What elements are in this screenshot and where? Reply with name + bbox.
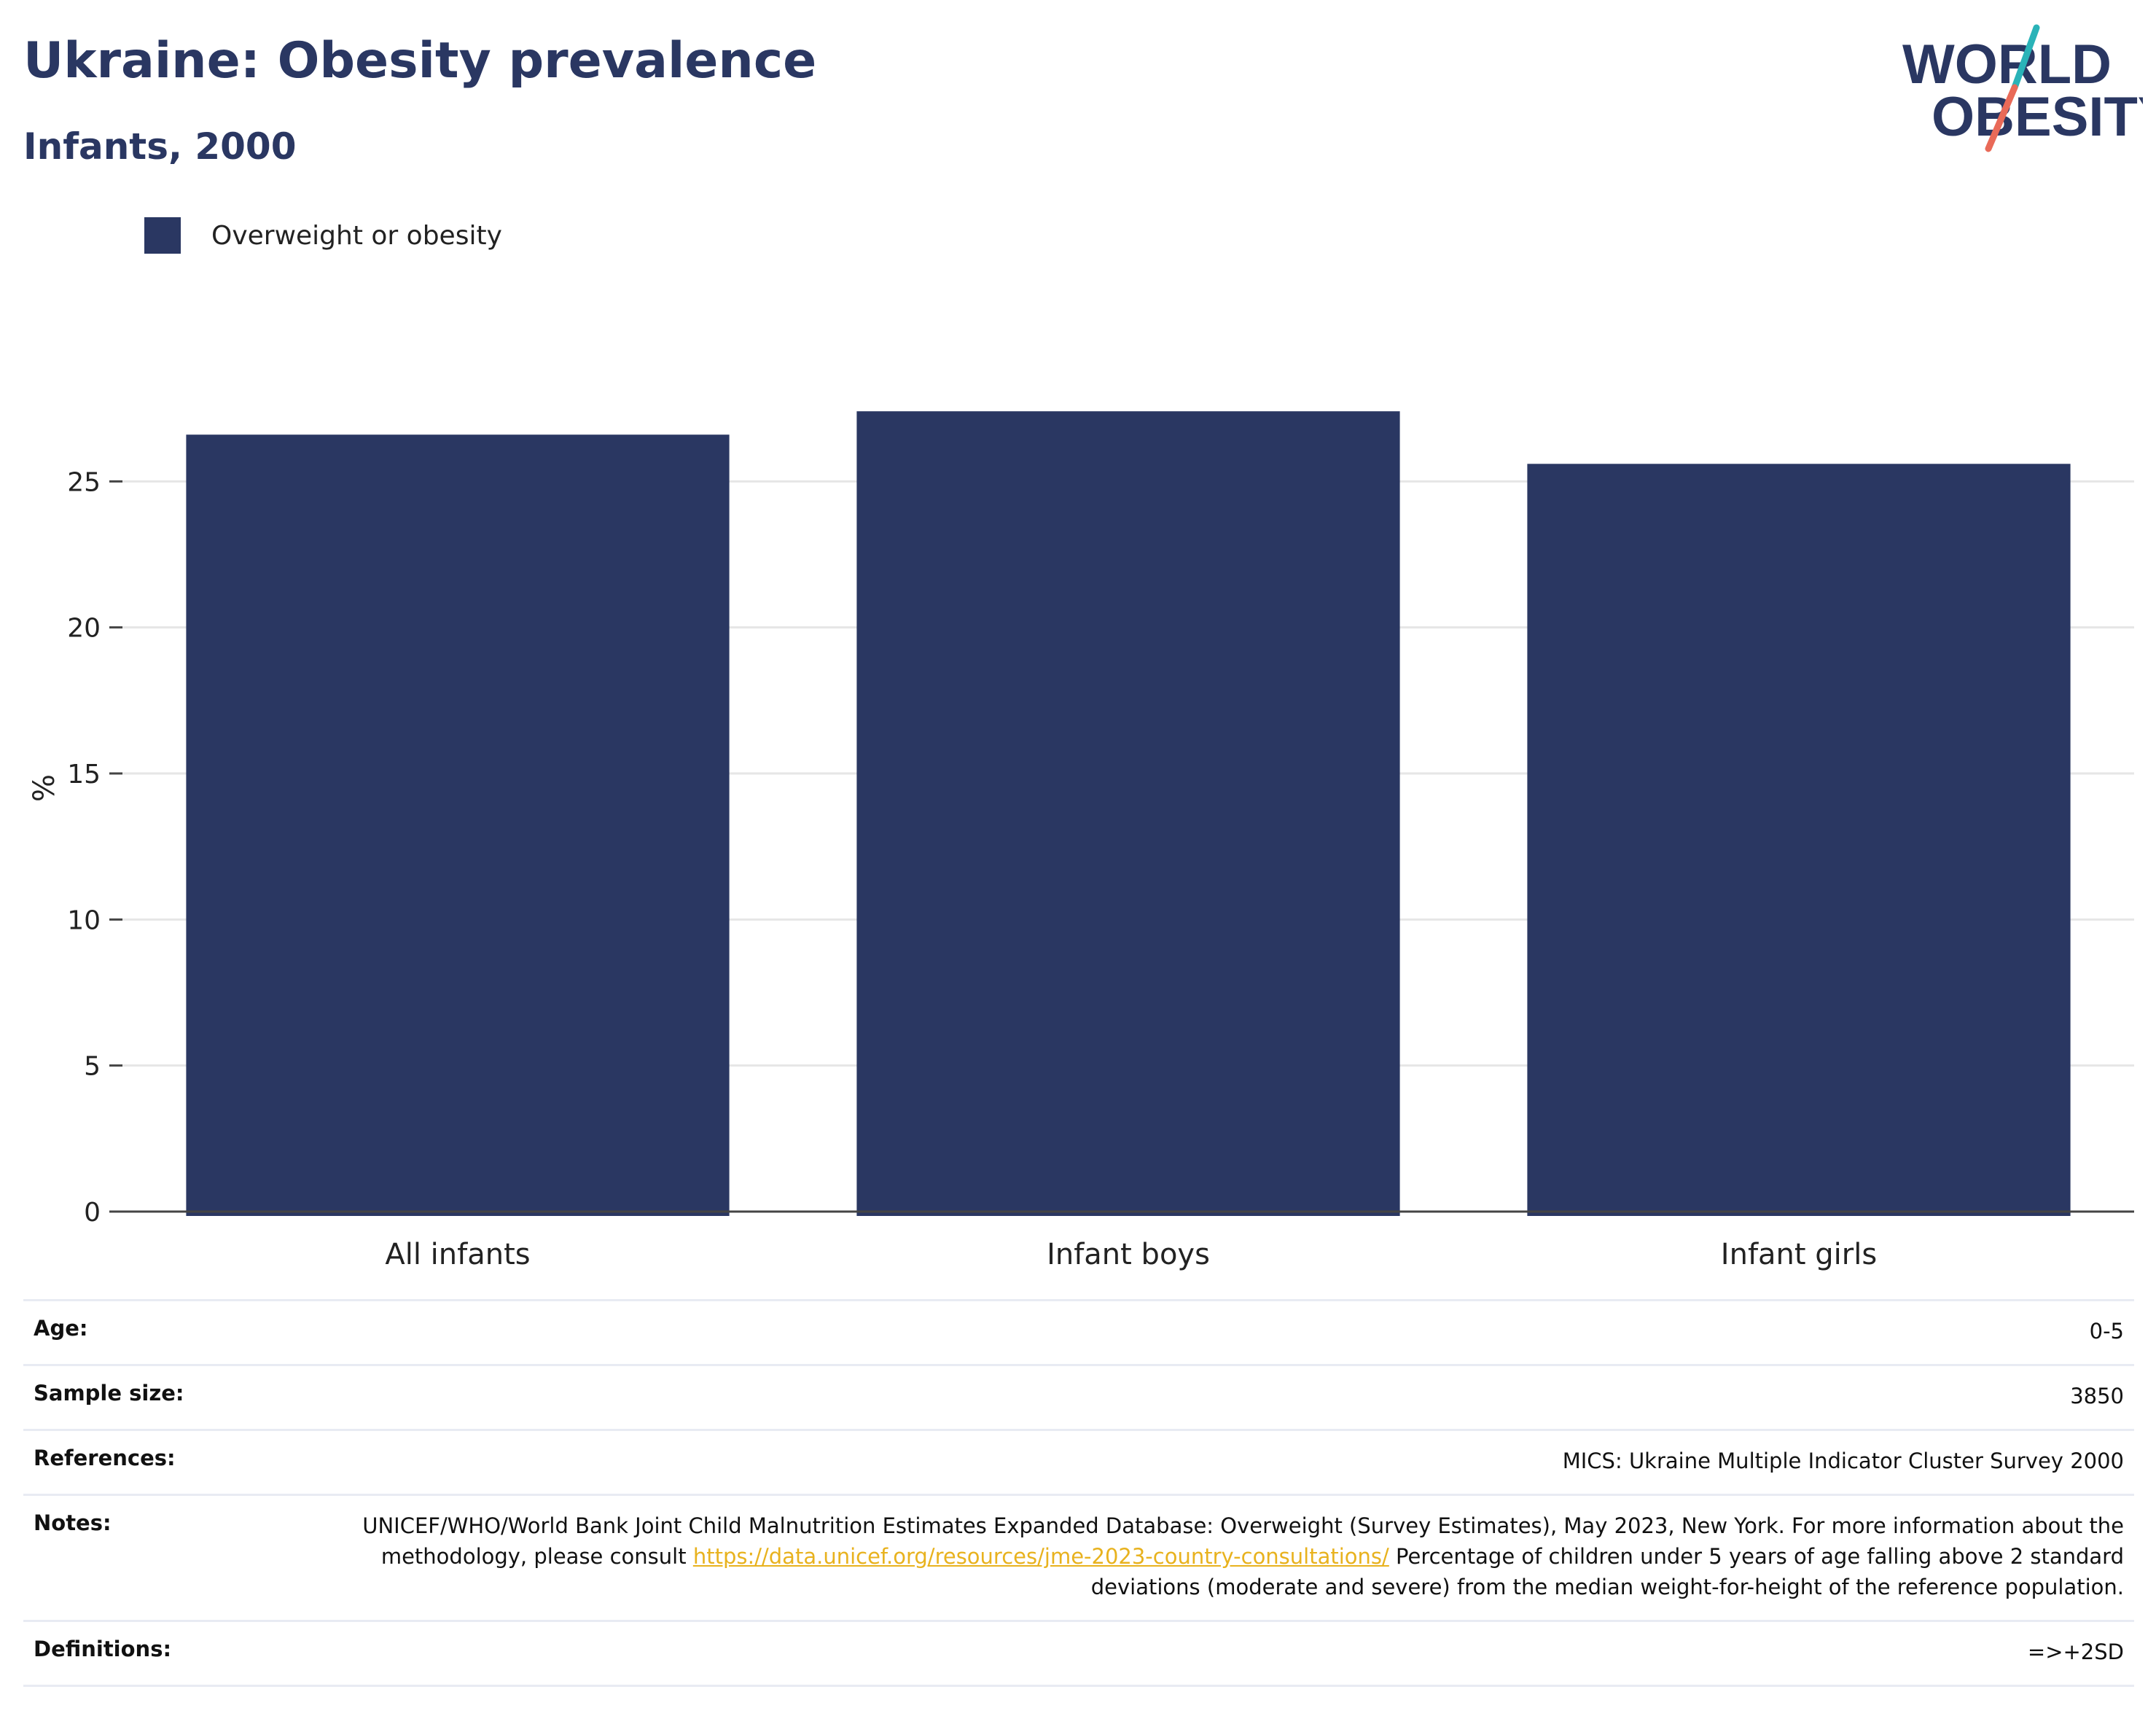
definitions-label: Definitions: <box>23 1620 350 1687</box>
y-axis-label: % <box>28 774 61 802</box>
info-row-notes: Notes: UNICEF/WHO/World Bank Joint Child… <box>23 1494 2134 1621</box>
logo-slash-bottom-icon <box>1985 84 2018 152</box>
notes-text-before: UNICEF/WHO/World Bank Joint Child Malnut… <box>362 1513 2124 1569</box>
world-obesity-logo: WORLD OBESITY <box>1902 24 2143 152</box>
age-label: Age: <box>23 1299 350 1365</box>
y-tick-label-20: 20 <box>67 614 101 644</box>
legend-swatch-overweight <box>144 217 181 254</box>
bar-chart: 0 5 10 15 20 25% All infants Infant boys Infant … <box>28 411 2134 1271</box>
y-tick-label-5: 5 <box>84 1052 101 1082</box>
y-tick-label-10: 10 <box>67 905 101 935</box>
chart-subtitle: Infants, 2000 <box>23 125 297 168</box>
bar-infant-girls <box>1527 464 2071 1216</box>
x-tick-label-all-infants: All infants <box>385 1238 530 1271</box>
info-row-definitions: Definitions: =>+2SD <box>23 1620 2134 1687</box>
notes-value: UNICEF/WHO/World Bank Joint Child Malnut… <box>350 1494 2134 1621</box>
notes-text-after: Percentage of children under 5 years of … <box>1090 1544 2124 1599</box>
bar-all-infants <box>186 434 730 1216</box>
age-value: 0-5 <box>350 1299 2134 1365</box>
references-label: References: <box>23 1429 350 1495</box>
notes-label: Notes: <box>23 1494 350 1621</box>
sample-size-value: 3850 <box>350 1364 2134 1430</box>
references-value: MICS: Ukraine Multiple Indicator Cluster… <box>350 1429 2134 1495</box>
info-row-age: Age: 0-5 <box>23 1299 2134 1365</box>
info-row-references: References: MICS: Ukraine Multiple Indic… <box>23 1429 2134 1495</box>
chart-title: Ukraine: Obesity prevalence <box>23 32 817 90</box>
logo-slash-top-icon <box>2011 24 2040 91</box>
definitions-value: =>+2SD <box>350 1620 2134 1687</box>
info-table: Age: 0-5 Sample size: 3850 References: M… <box>23 1299 2134 1687</box>
y-tick-label-25: 25 <box>67 467 101 497</box>
methodology-link[interactable]: https://data.unicef.org/resources/jme-20… <box>692 1544 1389 1569</box>
logo-line-world: WORLD <box>1902 34 2112 95</box>
legend-label-overweight: Overweight or obesity <box>211 220 502 251</box>
y-tick-label-15: 15 <box>67 760 101 789</box>
y-tick-label-0: 0 <box>84 1198 101 1228</box>
x-tick-label-infant-boys: Infant boys <box>1047 1238 1210 1271</box>
bar-infant-boys <box>856 411 1400 1216</box>
legend[interactable]: Overweight or obesity <box>144 217 502 254</box>
sample-size-label: Sample size: <box>23 1364 350 1430</box>
logo-line-obesity: OBESITY <box>1932 86 2143 148</box>
info-row-sample-size: Sample size: 3850 <box>23 1364 2134 1430</box>
x-tick-label-infant-girls: Infant girls <box>1721 1238 1877 1271</box>
